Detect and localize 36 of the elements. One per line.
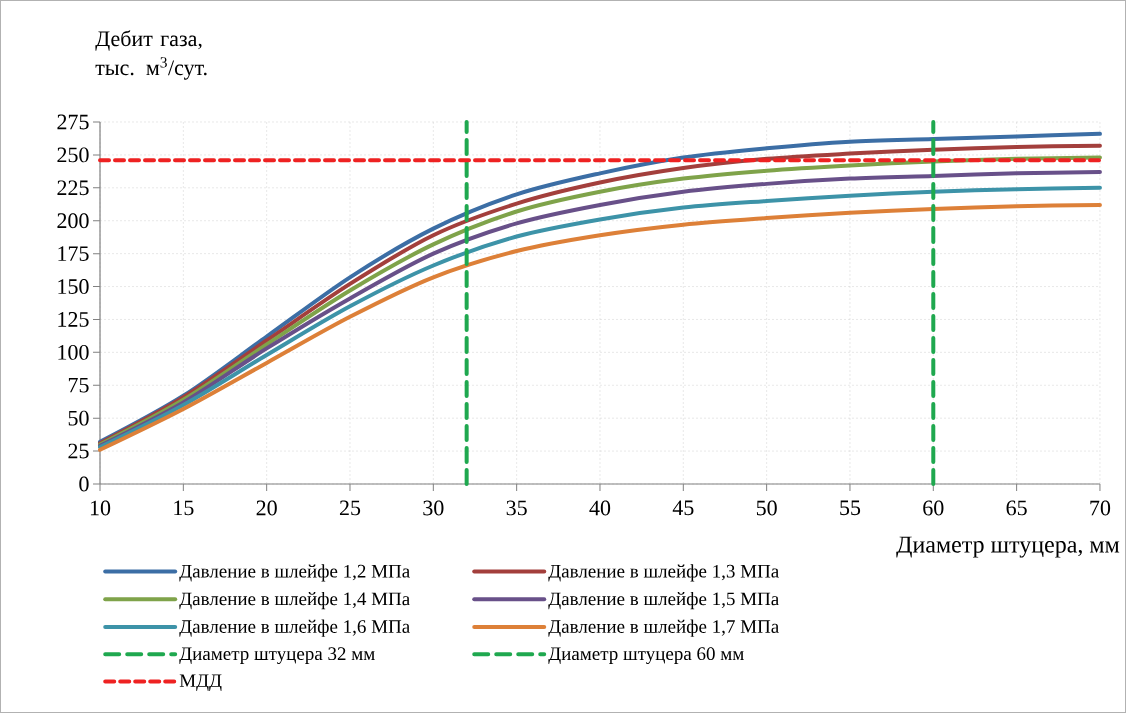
x-tick-label: 45	[672, 500, 694, 516]
legend-label: Давление в шлейфе 1,7 МПа	[548, 619, 779, 637]
y-tick-label: 250	[57, 147, 89, 163]
y-tick-label: 275	[57, 114, 89, 130]
legend-label: МДД	[179, 674, 222, 691]
x-tick-label: 70	[1090, 500, 1111, 516]
x-tick-label: 65	[1006, 500, 1027, 516]
x-tick-label: 35	[506, 500, 527, 516]
legend-label: Давление в шлейфе 1,5 МПа	[548, 591, 779, 610]
x-tick-label: 15	[174, 500, 194, 516]
y-tick-label: 75	[68, 377, 89, 393]
x-tick-label: 20	[256, 500, 277, 516]
legend-label: Диаметр штуцера 32 мм	[179, 647, 375, 664]
legend-label: Давление в шлейфе 1,2 МПа	[179, 564, 410, 582]
x-tick-label: 25	[339, 500, 361, 516]
y-tick-label: 125	[58, 312, 89, 327]
x-tick-label: 10	[90, 500, 111, 516]
x-axis-title: Диаметр штуцера, мм	[896, 536, 1120, 558]
y-tick-label: 150	[58, 279, 89, 294]
legend-label: Диаметр штуцера 60 мм	[548, 647, 744, 664]
x-tick-label: 50	[756, 500, 777, 516]
y-tick-label: 200	[57, 213, 89, 229]
x-tick-label: 30	[423, 500, 444, 516]
y-tick-label: 0	[79, 476, 89, 492]
y-tick-label: 50	[68, 410, 89, 426]
x-tick-label: 40	[589, 500, 611, 516]
legend-label: Давление в шлейфе 1,3 МПа	[548, 564, 779, 582]
x-tick-label: 60	[923, 500, 944, 516]
y-tick-label: 225	[57, 180, 89, 196]
y-tick-label: 25	[68, 443, 89, 459]
legend-label: Давление в шлейфе 1,4 МПа	[179, 591, 410, 610]
y-tick-label: 175	[58, 246, 89, 262]
x-tick-label: 55	[840, 500, 861, 516]
legend-label: Давление в шлейфе 1,6 МПа	[179, 619, 410, 637]
y-axis-title: Дебит газа, тыс. м$^{3}$/сут.	[95, 30, 207, 80]
y-tick-label: 100	[58, 344, 89, 360]
